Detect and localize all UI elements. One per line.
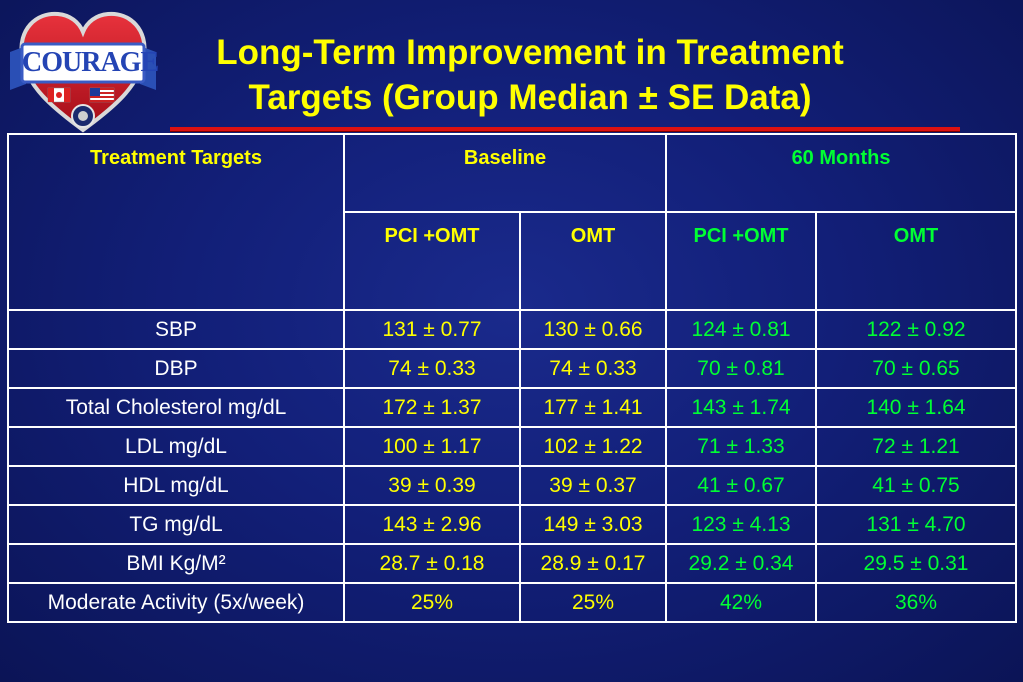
cell-60m-pci-omt: 71 ± 1.33 bbox=[665, 426, 818, 467]
cell-60m-omt: 70 ± 0.65 bbox=[815, 348, 1018, 389]
cell-60m-pci-omt: 123 ± 4.13 bbox=[665, 504, 818, 545]
cell-60m-pci-omt: 41 ± 0.67 bbox=[665, 465, 818, 506]
row-label: BMI Kg/M² bbox=[7, 543, 345, 584]
row-label: TG mg/dL bbox=[7, 504, 345, 545]
row-label: Total Cholesterol mg/dL bbox=[7, 387, 345, 428]
cell-60m-omt: 122 ± 0.92 bbox=[815, 309, 1018, 350]
row-label: HDL mg/dL bbox=[7, 465, 345, 506]
row-label: Moderate Activity (5x/week) bbox=[7, 582, 345, 623]
cell-60m-pci-omt: 29.2 ± 0.34 bbox=[665, 543, 818, 584]
cell-60m-omt: 29.5 ± 0.31 bbox=[815, 543, 1018, 584]
cell-baseline-pci-omt: 28.7 ± 0.18 bbox=[343, 543, 521, 584]
title-line-2: Targets (Group Median ± SE Data) bbox=[248, 78, 812, 117]
row-label: LDL mg/dL bbox=[7, 426, 345, 467]
title-underline bbox=[170, 127, 960, 131]
header-baseline: Baseline bbox=[342, 133, 668, 213]
header-60-months: 60 Months bbox=[665, 133, 1018, 213]
cell-60m-omt: 140 ± 1.64 bbox=[815, 387, 1018, 428]
cell-60m-omt: 72 ± 1.21 bbox=[815, 426, 1018, 467]
treatment-targets-table: Treatment Targets Baseline 60 Months PCI… bbox=[7, 133, 1018, 623]
table-row: Total Cholesterol mg/dL 172 ± 1.37 177 ±… bbox=[7, 387, 1018, 428]
cell-baseline-omt: 149 ± 3.03 bbox=[518, 504, 668, 545]
row-label: SBP bbox=[7, 309, 345, 350]
cell-baseline-omt: 130 ± 0.66 bbox=[518, 309, 668, 350]
cell-baseline-omt: 28.9 ± 0.17 bbox=[518, 543, 668, 584]
cell-baseline-pci-omt: 25% bbox=[343, 582, 521, 623]
cell-baseline-omt: 102 ± 1.22 bbox=[518, 426, 668, 467]
heart-logo-icon bbox=[10, 11, 156, 133]
table-row: BMI Kg/M² 28.7 ± 0.18 28.9 ± 0.17 29.2 ±… bbox=[7, 543, 1018, 584]
subheader-60m-pci-omt: PCI +OMT bbox=[665, 211, 818, 311]
title-line-1: Long-Term Improvement in Treatment bbox=[216, 33, 844, 72]
slide-title: Long-Term Improvement in Treatment Targe… bbox=[160, 30, 900, 120]
table-row: LDL mg/dL 100 ± 1.17 102 ± 1.22 71 ± 1.3… bbox=[7, 426, 1018, 467]
row-label: DBP bbox=[7, 348, 345, 389]
table-subheader-row: PCI +OMT OMT PCI +OMT OMT bbox=[8, 211, 1018, 311]
table-row: Moderate Activity (5x/week) 25% 25% 42% … bbox=[7, 582, 1018, 623]
subheader-baseline-pci-omt: PCI +OMT bbox=[343, 211, 521, 311]
cell-baseline-omt: 74 ± 0.33 bbox=[518, 348, 668, 389]
table-row: TG mg/dL 143 ± 2.96 149 ± 3.03 123 ± 4.1… bbox=[7, 504, 1018, 545]
cell-baseline-omt: 39 ± 0.37 bbox=[518, 465, 668, 506]
header-treatment-targets: Treatment Targets bbox=[7, 133, 345, 311]
cell-60m-pci-omt: 143 ± 1.74 bbox=[665, 387, 818, 428]
cell-baseline-pci-omt: 172 ± 1.37 bbox=[343, 387, 521, 428]
logo-text: COURAGE bbox=[22, 47, 159, 78]
table-row: DBP 74 ± 0.33 74 ± 0.33 70 ± 0.81 70 ± 0… bbox=[7, 348, 1018, 389]
cell-60m-omt: 131 ± 4.70 bbox=[815, 504, 1018, 545]
cell-60m-pci-omt: 124 ± 0.81 bbox=[665, 309, 818, 350]
cell-baseline-omt: 25% bbox=[518, 582, 668, 623]
cell-baseline-pci-omt: 143 ± 2.96 bbox=[343, 504, 521, 545]
cell-baseline-omt: 177 ± 1.41 bbox=[518, 387, 668, 428]
table-header-row: Treatment Targets Baseline 60 Months bbox=[7, 133, 1018, 311]
cell-60m-omt: 41 ± 0.75 bbox=[815, 465, 1018, 506]
table-row: SBP 131 ± 0.77 130 ± 0.66 124 ± 0.81 122… bbox=[7, 309, 1018, 350]
cell-baseline-pci-omt: 74 ± 0.33 bbox=[343, 348, 521, 389]
cell-60m-omt: 36% bbox=[815, 582, 1018, 623]
cell-baseline-pci-omt: 39 ± 0.39 bbox=[343, 465, 521, 506]
cell-60m-pci-omt: 70 ± 0.81 bbox=[665, 348, 818, 389]
courage-logo: COURAGE bbox=[8, 8, 159, 133]
cell-60m-pci-omt: 42% bbox=[665, 582, 818, 623]
cell-baseline-pci-omt: 131 ± 0.77 bbox=[343, 309, 521, 350]
subheader-baseline-omt: OMT bbox=[518, 211, 668, 311]
subheader-60m-omt: OMT bbox=[815, 211, 1018, 311]
cell-baseline-pci-omt: 100 ± 1.17 bbox=[343, 426, 521, 467]
table-row: HDL mg/dL 39 ± 0.39 39 ± 0.37 41 ± 0.67 … bbox=[7, 465, 1018, 506]
